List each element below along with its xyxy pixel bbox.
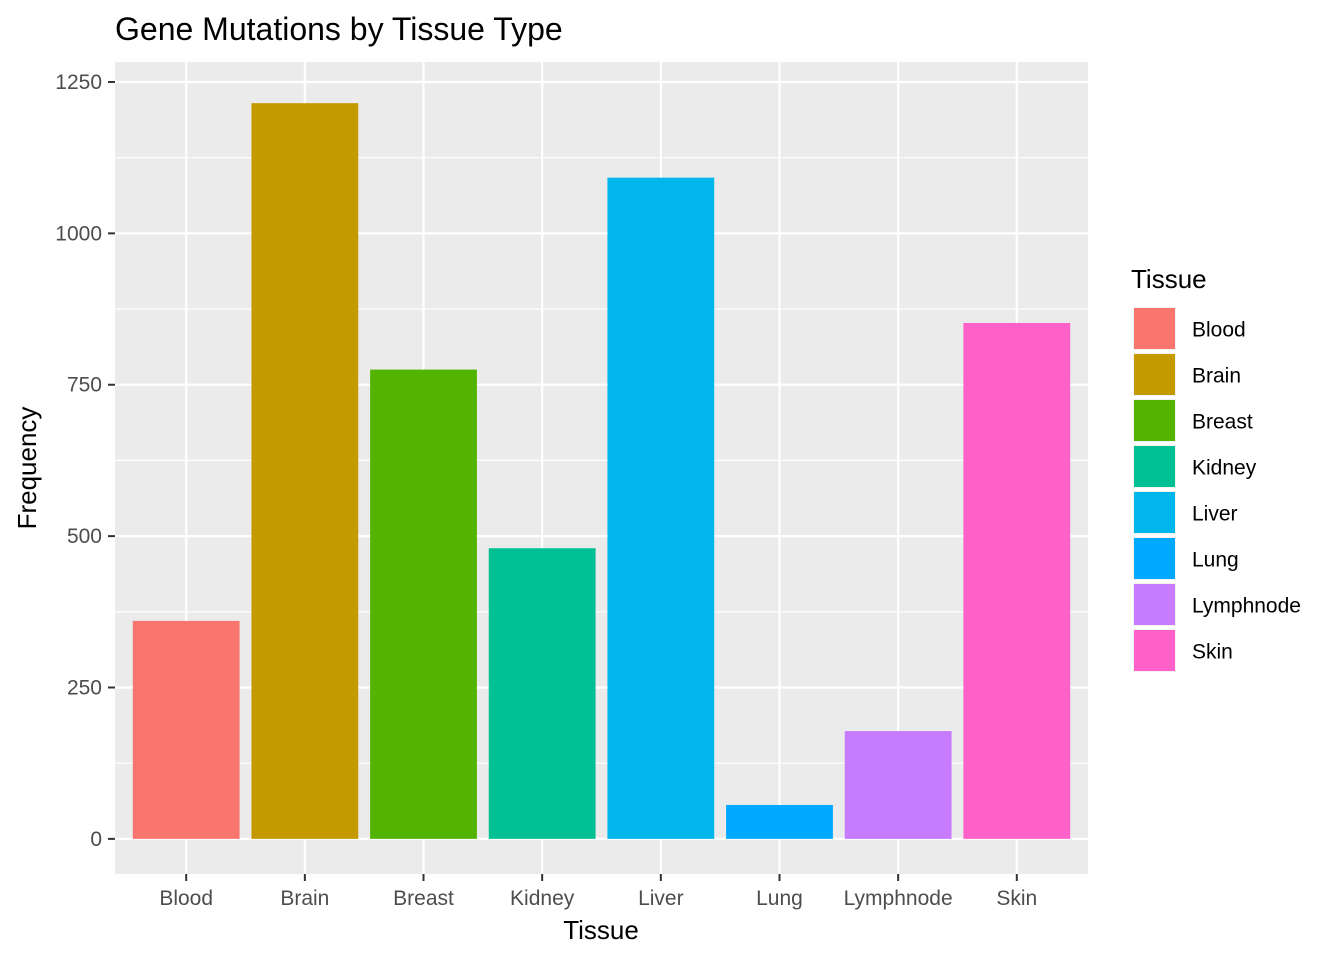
legend-swatch-lung: [1134, 538, 1175, 579]
x-tick-label: Kidney: [510, 887, 575, 910]
y-tick-label: 0: [90, 828, 102, 851]
legend-swatch-breast: [1134, 400, 1175, 441]
bar-liver: [607, 177, 715, 839]
legend-label: Breast: [1192, 411, 1253, 434]
x-axis: Blood Brain Breast Kidney Liver Lung Lymphnode…: [159, 874, 1037, 910]
legend-label: Skin: [1192, 641, 1233, 664]
y-tick-label: 1000: [55, 222, 102, 245]
bars: [132, 103, 1071, 839]
legend-swatch-lymphnode: [1134, 584, 1175, 625]
x-tick-label: Skin: [996, 887, 1037, 910]
legend: Tissue Blood Brain Breast Kidney Liver Lung Ly…: [1131, 264, 1301, 672]
x-tick-label: Blood: [159, 887, 213, 910]
y-tick-label: 250: [67, 677, 102, 700]
y-axis: 0 250 500 750 1000 1250: [55, 71, 115, 851]
bar-blood: [132, 620, 240, 839]
legend-label: Lung: [1192, 549, 1239, 572]
legend-swatch-liver: [1134, 492, 1175, 533]
legend-swatch-blood: [1134, 308, 1175, 349]
chart-title: Gene Mutations by Tissue Type: [115, 11, 563, 47]
y-axis-title: Frequency: [12, 407, 42, 530]
legend-title: Tissue: [1131, 264, 1207, 294]
bar-brain: [251, 103, 359, 839]
bar-lung: [726, 804, 833, 839]
x-tick-label: Breast: [393, 887, 454, 910]
legend-label: Lymphnode: [1192, 595, 1301, 618]
x-tick-label: Lung: [756, 887, 803, 910]
bar-skin: [963, 322, 1071, 839]
y-tick-label: 500: [67, 525, 102, 548]
legend-swatch-skin: [1134, 630, 1175, 671]
legend-label: Liver: [1192, 503, 1238, 526]
bar-lymphnode: [844, 731, 952, 839]
legend-label: Blood: [1192, 319, 1246, 342]
legend-swatch-kidney: [1134, 446, 1175, 487]
legend-items: Blood Brain Breast Kidney Liver Lung Lymphnode…: [1133, 307, 1301, 672]
legend-label: Kidney: [1192, 457, 1257, 480]
x-axis-title: Tissue: [563, 915, 639, 945]
x-tick-label: Lymphnode: [844, 887, 953, 910]
legend-label: Brain: [1192, 365, 1241, 388]
x-tick-label: Brain: [280, 887, 329, 910]
y-tick-label: 750: [67, 374, 102, 397]
bar-kidney: [488, 548, 596, 839]
x-tick-label: Liver: [638, 887, 684, 910]
legend-swatch-brain: [1134, 354, 1175, 395]
bar-breast: [370, 369, 477, 839]
y-tick-label: 1250: [55, 71, 102, 94]
